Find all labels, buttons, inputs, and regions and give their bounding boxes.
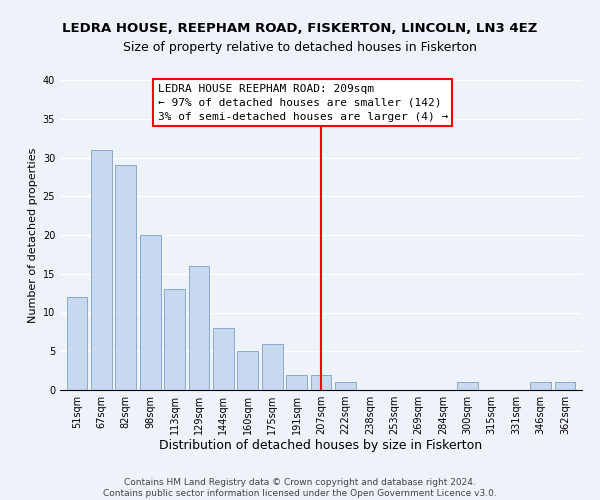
Bar <box>140 235 161 390</box>
Bar <box>238 351 258 390</box>
Bar <box>67 297 88 390</box>
Bar <box>91 150 112 390</box>
Bar <box>188 266 209 390</box>
Bar <box>457 382 478 390</box>
Text: Size of property relative to detached houses in Fiskerton: Size of property relative to detached ho… <box>123 41 477 54</box>
Bar <box>554 382 575 390</box>
Bar <box>213 328 234 390</box>
Text: LEDRA HOUSE, REEPHAM ROAD, FISKERTON, LINCOLN, LN3 4EZ: LEDRA HOUSE, REEPHAM ROAD, FISKERTON, LI… <box>62 22 538 36</box>
Bar <box>115 165 136 390</box>
Bar <box>262 344 283 390</box>
Bar <box>286 374 307 390</box>
Bar <box>335 382 356 390</box>
Bar <box>530 382 551 390</box>
Y-axis label: Number of detached properties: Number of detached properties <box>28 148 38 322</box>
Bar <box>311 374 331 390</box>
Bar <box>164 289 185 390</box>
X-axis label: Distribution of detached houses by size in Fiskerton: Distribution of detached houses by size … <box>160 438 482 452</box>
Text: Contains HM Land Registry data © Crown copyright and database right 2024.
Contai: Contains HM Land Registry data © Crown c… <box>103 478 497 498</box>
Text: LEDRA HOUSE REEPHAM ROAD: 209sqm
← 97% of detached houses are smaller (142)
3% o: LEDRA HOUSE REEPHAM ROAD: 209sqm ← 97% o… <box>158 84 448 122</box>
